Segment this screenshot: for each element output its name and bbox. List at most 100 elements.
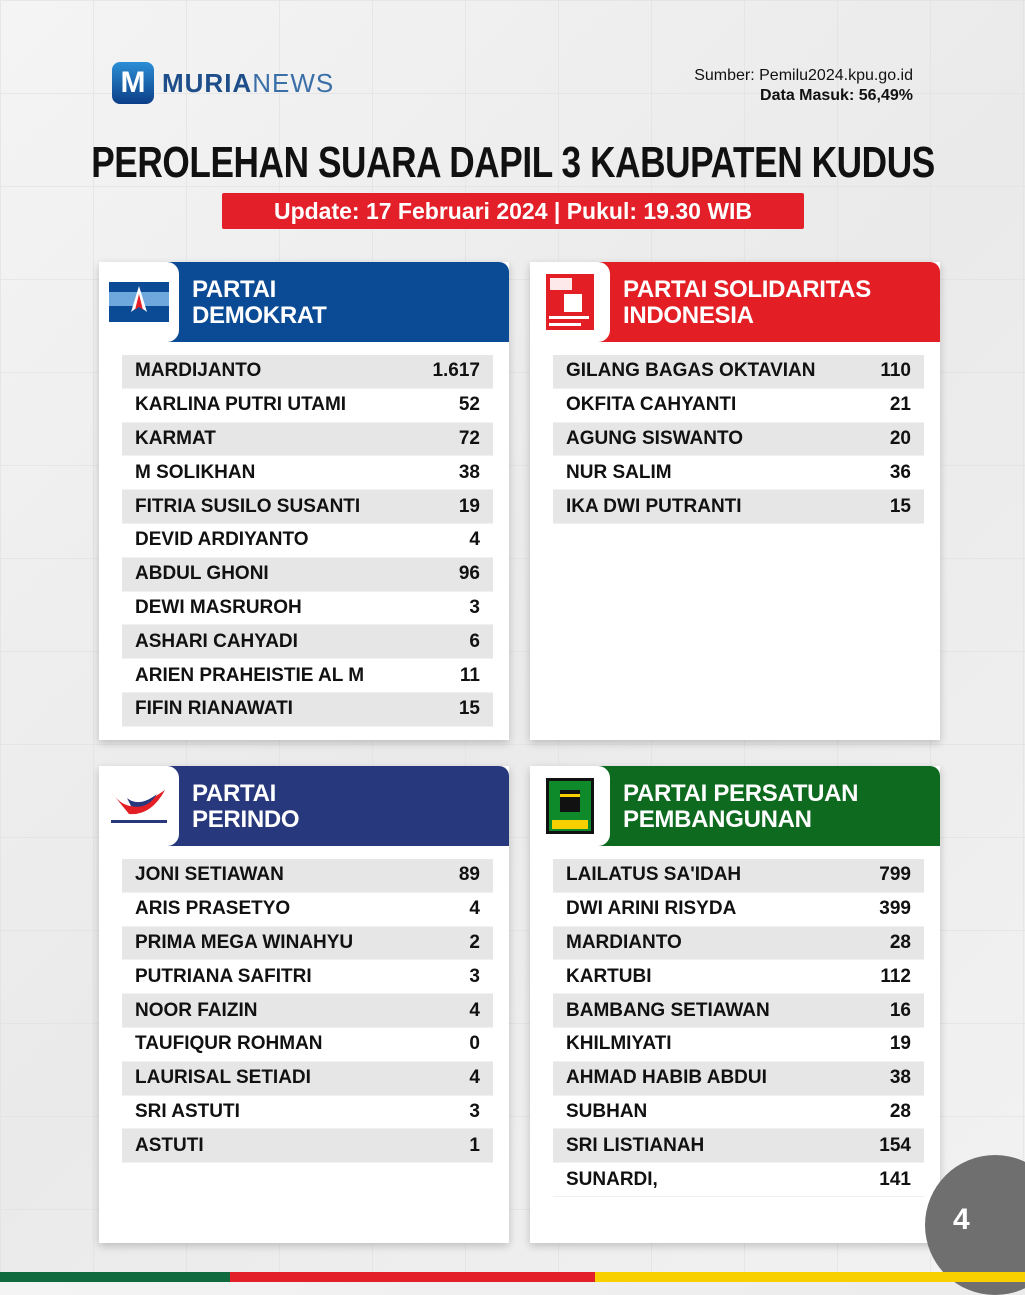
candidate-votes: 11 bbox=[459, 664, 480, 686]
candidate-votes: 38 bbox=[889, 1067, 911, 1089]
candidate-votes: 15 bbox=[889, 495, 911, 517]
party-name-line1: PARTAI PERSATUAN bbox=[623, 780, 859, 807]
logo-mark: M bbox=[112, 62, 154, 104]
candidate-row: AHMAD HABIB ABDUI 38 bbox=[553, 1061, 924, 1096]
candidate-votes: 799 bbox=[879, 864, 911, 886]
candidate-votes: 89 bbox=[458, 864, 480, 886]
party-header: PARTAI SOLIDARITAS INDONESIA bbox=[530, 262, 940, 342]
candidate-votes: 20 bbox=[889, 427, 911, 449]
candidate-row: GILANG BAGAS OKTAVIAN 110 bbox=[553, 355, 924, 389]
candidate-row: KHILMIYATI 19 bbox=[553, 1028, 924, 1062]
candidate-name: SUNARDI, bbox=[566, 1168, 658, 1190]
candidate-name: ASTUTI bbox=[135, 1134, 204, 1156]
footer-bar-red bbox=[230, 1272, 595, 1282]
candidate-row: M SOLIKHAN 38 bbox=[122, 456, 493, 491]
candidate-row: JONI SETIAWAN 89 bbox=[122, 859, 493, 893]
candidate-votes: 19 bbox=[458, 495, 480, 517]
candidate-votes: 399 bbox=[879, 898, 911, 920]
candidate-row: BAMBANG SETIAWAN 16 bbox=[553, 994, 924, 1028]
candidate-name: FITRIA SUSILO SUSANTI bbox=[135, 495, 361, 517]
candidate-name: TAUFIQUR ROHMAN bbox=[135, 1033, 323, 1055]
candidate-votes: 28 bbox=[889, 931, 911, 953]
party-header: PARTAI PERSATUAN PEMBANGUNAN bbox=[530, 766, 940, 846]
candidate-row: DEWI MASRUROH 3 bbox=[122, 592, 493, 626]
candidate-name: DEWI MASRUROH bbox=[135, 596, 302, 618]
candidate-name: LAILATUS SA'IDAH bbox=[566, 864, 742, 886]
candidate-row: ABDUL GHONI 96 bbox=[122, 557, 493, 592]
candidate-row: LAURISAL SETIADI 4 bbox=[122, 1061, 493, 1096]
candidate-row: SUBHAN 28 bbox=[553, 1096, 924, 1130]
candidate-name: MARDIANTO bbox=[566, 931, 682, 953]
party-card-psi: PARTAI SOLIDARITAS INDONESIA GILANG BAGAS… bbox=[530, 262, 940, 740]
candidate-row: IKA DWI PUTRANTI 15 bbox=[553, 490, 924, 524]
candidate-votes: 38 bbox=[458, 461, 480, 483]
candidate-votes: 4 bbox=[469, 529, 480, 551]
candidate-votes: 0 bbox=[469, 1033, 480, 1055]
candidate-name: OKFITA CAHYANTI bbox=[566, 394, 737, 416]
candidate-votes: 4 bbox=[469, 1067, 480, 1089]
candidate-votes: 19 bbox=[889, 1033, 911, 1055]
candidate-votes: 16 bbox=[889, 999, 911, 1021]
candidate-name: PUTRIANA SAFITRI bbox=[135, 965, 312, 987]
candidate-row: SUNARDI, 141 bbox=[553, 1163, 924, 1197]
candidate-votes: 141 bbox=[879, 1168, 911, 1190]
source-line: Sumber: Pemilu2024.kpu.go.id bbox=[694, 67, 913, 84]
candidate-row: KARMAT 72 bbox=[122, 422, 493, 457]
candidate-name: KARMAT bbox=[135, 427, 216, 449]
candidate-name: NUR SALIM bbox=[566, 461, 672, 483]
candidate-row: ASHARI CAHYADI 6 bbox=[122, 625, 493, 660]
candidate-votes: 154 bbox=[879, 1134, 911, 1156]
candidate-name: DWI ARINI RISYDA bbox=[566, 898, 737, 920]
party-name-line2: DEMOKRAT bbox=[192, 302, 327, 329]
candidate-row: DEVID ARDIYANTO 4 bbox=[122, 524, 493, 558]
candidate-row: AGUNG SISWANTO 20 bbox=[553, 422, 924, 457]
source-info: Sumber: Pemilu2024.kpu.go.id Data Masuk:… bbox=[694, 66, 913, 106]
footer-bar-yellow bbox=[595, 1272, 1025, 1282]
demokrat-logo-icon bbox=[99, 262, 179, 342]
candidate-row: NUR SALIM 36 bbox=[553, 456, 924, 491]
psi-logo-icon bbox=[530, 262, 610, 342]
candidate-name: MARDIJANTO bbox=[135, 360, 262, 382]
candidate-row: DWI ARINI RISYDA 399 bbox=[553, 893, 924, 927]
party-name-line2: PEMBANGUNAN bbox=[623, 806, 812, 833]
candidate-votes: 96 bbox=[458, 563, 480, 585]
candidate-row: ARIS PRASETYO 4 bbox=[122, 893, 493, 927]
candidate-votes: 28 bbox=[889, 1100, 911, 1122]
candidate-votes: 4 bbox=[469, 898, 480, 920]
candidate-name: ASHARI CAHYADI bbox=[135, 630, 298, 652]
candidate-votes: 15 bbox=[458, 698, 480, 720]
candidate-votes: 112 bbox=[880, 965, 911, 987]
candidate-votes: 21 bbox=[889, 394, 911, 416]
candidate-row: ASTUTI 1 bbox=[122, 1129, 493, 1164]
candidate-name: ABDUL GHONI bbox=[135, 563, 269, 585]
candidate-list: GILANG BAGAS OKTAVIAN 110 OKFITA CAHYANTI 2… bbox=[553, 355, 924, 524]
candidate-row: OKFITA CAHYANTI 21 bbox=[553, 389, 924, 423]
candidate-list: MARDIJANTO 1.617 KARLINA PUTRI UTAMI 52 KARM… bbox=[122, 355, 493, 727]
logo-text-light: NEWS bbox=[252, 67, 335, 98]
party-header: PARTAI PERINDO bbox=[99, 766, 509, 846]
candidate-votes: 36 bbox=[889, 461, 911, 483]
candidate-list: JONI SETIAWAN 89 ARIS PRASETYO 4 PRIMA MEGA … bbox=[122, 859, 493, 1164]
candidate-name: GILANG BAGAS OKTAVIAN bbox=[566, 360, 816, 382]
party-header: PARTAI DEMOKRAT bbox=[99, 262, 509, 342]
update-banner: Update: 17 Februari 2024 | Pukul: 19.30 … bbox=[222, 193, 804, 229]
candidate-name: SUBHAN bbox=[566, 1100, 648, 1122]
candidate-row: MARDIJANTO 1.617 bbox=[122, 355, 493, 389]
page-number: 4 bbox=[953, 1203, 970, 1236]
candidate-row: MARDIANTO 28 bbox=[553, 926, 924, 961]
party-card-ppp: PARTAI PERSATUAN PEMBANGUNAN LAILATUS SA'… bbox=[530, 766, 940, 1243]
muria-news-logo: M MURIANEWS bbox=[112, 62, 334, 104]
party-card-perindo: PARTAI PERINDO JONI SETIAWAN 89 ARIS PRASET… bbox=[99, 766, 509, 1243]
candidate-name: ARIS PRASETYO bbox=[135, 898, 291, 920]
candidate-name: FIFIN RIANAWATI bbox=[135, 698, 293, 720]
logo-text: MURIANEWS bbox=[162, 68, 334, 99]
candidate-list: LAILATUS SA'IDAH 799 DWI ARINI RISYDA 399 MA… bbox=[553, 859, 924, 1197]
candidate-votes: 72 bbox=[458, 427, 480, 449]
candidate-name: DEVID ARDIYANTO bbox=[135, 529, 309, 551]
party-name-line1: PARTAI SOLIDARITAS bbox=[623, 276, 871, 303]
candidate-row: TAUFIQUR ROHMAN 0 bbox=[122, 1028, 493, 1062]
data-masuk: Data Masuk: 56,49% bbox=[760, 87, 913, 104]
party-name: PARTAI PERINDO bbox=[179, 766, 300, 846]
footer-bar-green bbox=[0, 1272, 230, 1282]
candidate-votes: 3 bbox=[469, 965, 480, 987]
